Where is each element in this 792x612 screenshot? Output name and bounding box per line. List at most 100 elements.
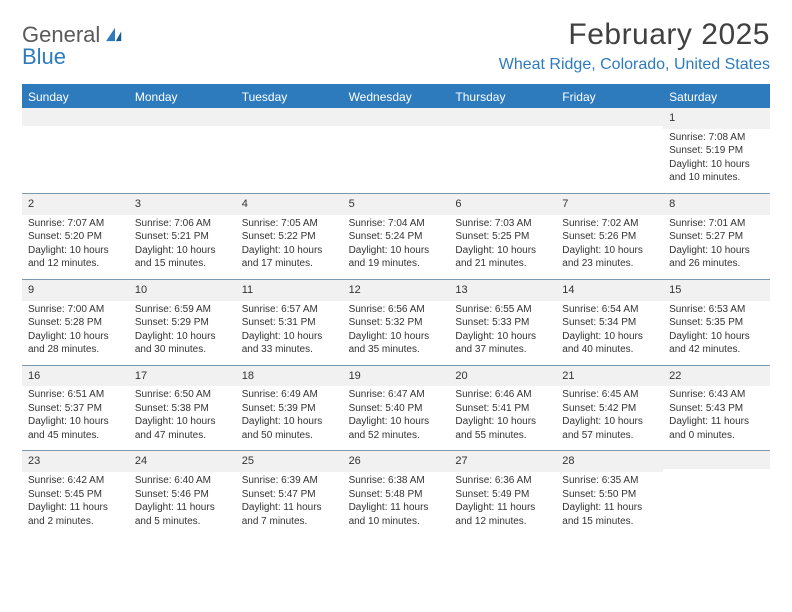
day-cell-28: 28Sunrise: 6:35 AMSunset: 5:50 PMDayligh… xyxy=(556,451,663,536)
day-number: 17 xyxy=(129,366,236,387)
day-details: Sunrise: 7:00 AMSunset: 5:28 PMDaylight:… xyxy=(22,301,129,365)
daylight-text: Daylight: 10 hours and 42 minutes. xyxy=(669,330,764,357)
day-details: Sunrise: 7:07 AMSunset: 5:20 PMDaylight:… xyxy=(22,215,129,279)
daylight-text: Daylight: 11 hours and 10 minutes. xyxy=(349,501,444,528)
day-number: 22 xyxy=(663,366,770,387)
day-details: Sunrise: 6:46 AMSunset: 5:41 PMDaylight:… xyxy=(449,386,556,450)
day-cell-20: 20Sunrise: 6:46 AMSunset: 5:41 PMDayligh… xyxy=(449,366,556,451)
day-number-empty xyxy=(236,108,343,126)
day-number: 20 xyxy=(449,366,556,387)
calendar-table: SundayMondayTuesdayWednesdayThursdayFrid… xyxy=(22,84,770,536)
daylight-text: Daylight: 10 hours and 15 minutes. xyxy=(135,244,230,271)
day-cell-empty xyxy=(236,108,343,193)
day-number-empty xyxy=(22,108,129,126)
day-details: Sunrise: 6:56 AMSunset: 5:32 PMDaylight:… xyxy=(343,301,450,365)
day-cell-2: 2Sunrise: 7:07 AMSunset: 5:20 PMDaylight… xyxy=(22,194,129,279)
day-number: 18 xyxy=(236,366,343,387)
sunrise-text: Sunrise: 6:56 AM xyxy=(349,303,444,317)
sunrise-text: Sunrise: 6:39 AM xyxy=(242,474,337,488)
day-number: 23 xyxy=(22,451,129,472)
sunrise-text: Sunrise: 6:43 AM xyxy=(669,388,764,402)
sunrise-text: Sunrise: 6:35 AM xyxy=(562,474,657,488)
daylight-text: Daylight: 10 hours and 28 minutes. xyxy=(28,330,123,357)
day-cell-14: 14Sunrise: 6:54 AMSunset: 5:34 PMDayligh… xyxy=(556,280,663,365)
day-cell-24: 24Sunrise: 6:40 AMSunset: 5:46 PMDayligh… xyxy=(129,451,236,536)
logo-sail-icon xyxy=(104,22,126,47)
sunset-text: Sunset: 5:46 PM xyxy=(135,488,230,502)
logo-word-2: Blue xyxy=(22,46,126,68)
sunrise-text: Sunrise: 7:04 AM xyxy=(349,217,444,231)
day-number: 9 xyxy=(22,280,129,301)
week-row: 23Sunrise: 6:42 AMSunset: 5:45 PMDayligh… xyxy=(22,451,770,536)
sunset-text: Sunset: 5:32 PM xyxy=(349,316,444,330)
day-cell-22: 22Sunrise: 6:43 AMSunset: 5:43 PMDayligh… xyxy=(663,366,770,451)
sunrise-text: Sunrise: 6:38 AM xyxy=(349,474,444,488)
day-details: Sunrise: 6:54 AMSunset: 5:34 PMDaylight:… xyxy=(556,301,663,365)
day-number: 21 xyxy=(556,366,663,387)
day-cell-15: 15Sunrise: 6:53 AMSunset: 5:35 PMDayligh… xyxy=(663,280,770,365)
sunrise-text: Sunrise: 7:00 AM xyxy=(28,303,123,317)
week-row: 9Sunrise: 7:00 AMSunset: 5:28 PMDaylight… xyxy=(22,280,770,366)
sunset-text: Sunset: 5:42 PM xyxy=(562,402,657,416)
day-number: 24 xyxy=(129,451,236,472)
daylight-text: Daylight: 10 hours and 40 minutes. xyxy=(562,330,657,357)
day-details: Sunrise: 6:50 AMSunset: 5:38 PMDaylight:… xyxy=(129,386,236,450)
sunrise-text: Sunrise: 6:40 AM xyxy=(135,474,230,488)
day-details: Sunrise: 7:04 AMSunset: 5:24 PMDaylight:… xyxy=(343,215,450,279)
day-details: Sunrise: 7:02 AMSunset: 5:26 PMDaylight:… xyxy=(556,215,663,279)
day-number: 14 xyxy=(556,280,663,301)
day-cell-6: 6Sunrise: 7:03 AMSunset: 5:25 PMDaylight… xyxy=(449,194,556,279)
sunrise-text: Sunrise: 6:45 AM xyxy=(562,388,657,402)
day-cell-25: 25Sunrise: 6:39 AMSunset: 5:47 PMDayligh… xyxy=(236,451,343,536)
day-number: 26 xyxy=(343,451,450,472)
day-number-empty xyxy=(663,451,770,469)
day-number: 5 xyxy=(343,194,450,215)
day-details-empty xyxy=(129,126,236,184)
location-text: Wheat Ridge, Colorado, United States xyxy=(499,56,770,74)
sunrise-text: Sunrise: 7:02 AM xyxy=(562,217,657,231)
daylight-text: Daylight: 10 hours and 47 minutes. xyxy=(135,415,230,442)
sunset-text: Sunset: 5:40 PM xyxy=(349,402,444,416)
day-details: Sunrise: 7:06 AMSunset: 5:21 PMDaylight:… xyxy=(129,215,236,279)
day-number: 11 xyxy=(236,280,343,301)
daylight-text: Daylight: 11 hours and 12 minutes. xyxy=(455,501,550,528)
day-number: 10 xyxy=(129,280,236,301)
sunrise-text: Sunrise: 7:08 AM xyxy=(669,131,764,145)
day-number-empty xyxy=(129,108,236,126)
day-cell-10: 10Sunrise: 6:59 AMSunset: 5:29 PMDayligh… xyxy=(129,280,236,365)
sunset-text: Sunset: 5:47 PM xyxy=(242,488,337,502)
day-number: 19 xyxy=(343,366,450,387)
daylight-text: Daylight: 10 hours and 37 minutes. xyxy=(455,330,550,357)
day-cell-8: 8Sunrise: 7:01 AMSunset: 5:27 PMDaylight… xyxy=(663,194,770,279)
day-number: 8 xyxy=(663,194,770,215)
day-cell-12: 12Sunrise: 6:56 AMSunset: 5:32 PMDayligh… xyxy=(343,280,450,365)
sunset-text: Sunset: 5:50 PM xyxy=(562,488,657,502)
sunset-text: Sunset: 5:27 PM xyxy=(669,230,764,244)
day-details: Sunrise: 6:40 AMSunset: 5:46 PMDaylight:… xyxy=(129,472,236,536)
sunrise-text: Sunrise: 6:51 AM xyxy=(28,388,123,402)
day-details: Sunrise: 6:43 AMSunset: 5:43 PMDaylight:… xyxy=(663,386,770,450)
day-number: 3 xyxy=(129,194,236,215)
day-number: 1 xyxy=(663,108,770,129)
sunrise-text: Sunrise: 7:07 AM xyxy=(28,217,123,231)
sunset-text: Sunset: 5:45 PM xyxy=(28,488,123,502)
title-block: February 2025 Wheat Ridge, Colorado, Uni… xyxy=(499,18,770,74)
day-cell-9: 9Sunrise: 7:00 AMSunset: 5:28 PMDaylight… xyxy=(22,280,129,365)
day-details-empty xyxy=(556,126,663,184)
calendar-body: 1Sunrise: 7:08 AMSunset: 5:19 PMDaylight… xyxy=(22,108,770,536)
day-cell-19: 19Sunrise: 6:47 AMSunset: 5:40 PMDayligh… xyxy=(343,366,450,451)
daylight-text: Daylight: 10 hours and 57 minutes. xyxy=(562,415,657,442)
sunset-text: Sunset: 5:22 PM xyxy=(242,230,337,244)
day-number: 12 xyxy=(343,280,450,301)
sunset-text: Sunset: 5:35 PM xyxy=(669,316,764,330)
day-cell-empty xyxy=(556,108,663,193)
sunrise-text: Sunrise: 6:50 AM xyxy=(135,388,230,402)
day-cell-7: 7Sunrise: 7:02 AMSunset: 5:26 PMDaylight… xyxy=(556,194,663,279)
daylight-text: Daylight: 10 hours and 10 minutes. xyxy=(669,158,764,185)
day-details: Sunrise: 6:45 AMSunset: 5:42 PMDaylight:… xyxy=(556,386,663,450)
week-row: 1Sunrise: 7:08 AMSunset: 5:19 PMDaylight… xyxy=(22,108,770,194)
day-number-empty xyxy=(343,108,450,126)
day-details: Sunrise: 7:08 AMSunset: 5:19 PMDaylight:… xyxy=(663,129,770,193)
day-details: Sunrise: 7:03 AMSunset: 5:25 PMDaylight:… xyxy=(449,215,556,279)
day-details-empty xyxy=(343,126,450,184)
